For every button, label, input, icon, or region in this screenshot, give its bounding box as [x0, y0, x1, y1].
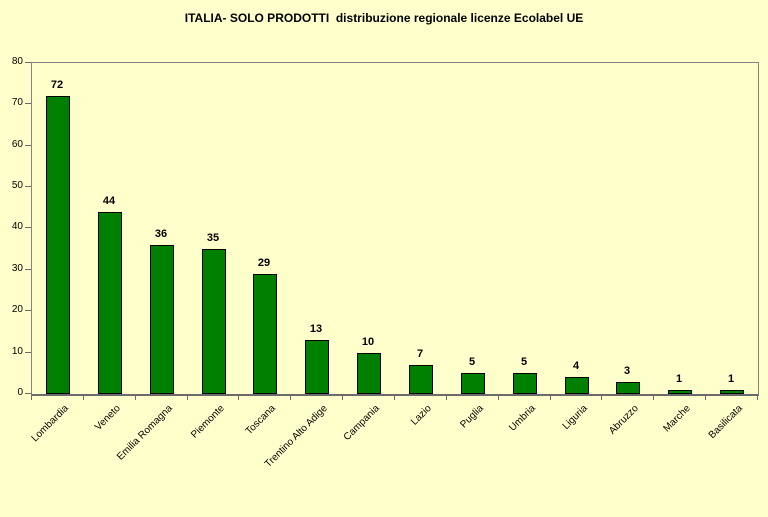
- x-axis-tick: [342, 395, 343, 400]
- x-axis-label: Veneto: [92, 403, 123, 433]
- y-axis-tick-label: 10: [11, 346, 23, 357]
- bar-value-label: 7: [416, 348, 424, 360]
- bar-puglia: [461, 373, 485, 394]
- bar-marche: [668, 390, 692, 394]
- x-axis-tick: [135, 395, 136, 400]
- x-axis-tick: [446, 395, 447, 400]
- bar-value-label: 13: [309, 323, 323, 335]
- y-axis-tick-label: 60: [11, 139, 23, 150]
- x-axis-label: Marche: [661, 403, 693, 435]
- x-axis-tick: [550, 395, 551, 400]
- bar-emilia-romagna: [150, 245, 174, 394]
- bar-lombardia: [46, 96, 70, 394]
- y-axis-tick: [25, 186, 31, 187]
- bar-value-label: 3: [623, 365, 631, 377]
- y-axis-tick: [25, 145, 31, 146]
- x-axis-tick: [31, 395, 32, 400]
- bar-campania: [357, 353, 381, 394]
- plot-area: [31, 62, 759, 396]
- x-axis-tick: [757, 395, 758, 400]
- y-axis-tick-label: 70: [11, 97, 23, 108]
- x-axis-tick: [394, 395, 395, 400]
- y-axis-tick: [25, 310, 31, 311]
- bar-toscana: [253, 274, 277, 394]
- bar-abruzzo: [616, 382, 640, 394]
- bar-value-label: 5: [520, 356, 528, 368]
- x-axis-label: Lazio: [409, 403, 434, 428]
- x-axis-label: Basilicata: [706, 403, 745, 442]
- bar-umbria: [513, 373, 537, 394]
- y-axis-tick: [25, 393, 31, 394]
- y-axis-tick-label: 20: [11, 304, 23, 315]
- x-axis-label: Umbria: [507, 403, 538, 434]
- x-axis-tick: [187, 395, 188, 400]
- x-axis-label: Puglia: [458, 403, 486, 431]
- x-axis-tick: [290, 395, 291, 400]
- y-axis-tick: [25, 352, 31, 353]
- x-axis-label: Campania: [341, 403, 382, 444]
- bar-veneto: [98, 212, 122, 394]
- x-axis-tick: [705, 395, 706, 400]
- x-axis-label: Abruzzo: [607, 403, 641, 437]
- bar-basilicata: [720, 390, 744, 394]
- bar-value-label: 29: [257, 257, 271, 269]
- y-axis-tick-label: 0: [17, 387, 23, 398]
- y-axis-tick: [25, 269, 31, 270]
- x-axis-tick: [238, 395, 239, 400]
- x-axis-label: Toscana: [243, 403, 278, 438]
- x-axis-label: Emilia Romagna: [115, 403, 175, 463]
- bar-value-label: 10: [361, 336, 375, 348]
- bar-value-label: 5: [468, 356, 476, 368]
- x-axis-label: Piemonte: [189, 403, 227, 441]
- bar-liguria: [565, 377, 589, 394]
- bar-piemonte: [202, 249, 226, 394]
- bar-value-label: 1: [727, 373, 735, 385]
- bar-value-label: 4: [572, 360, 580, 372]
- bar-value-label: 1: [675, 373, 683, 385]
- bar-value-label: 36: [154, 228, 168, 240]
- x-axis-tick: [653, 395, 654, 400]
- x-axis-tick: [601, 395, 602, 400]
- x-axis-label: Liguria: [560, 403, 590, 433]
- bar-value-label: 72: [50, 79, 64, 91]
- y-axis-tick: [25, 103, 31, 104]
- y-axis-tick: [25, 62, 31, 63]
- bar-lazio: [409, 365, 433, 394]
- bar-trentino-alto-adige: [305, 340, 329, 394]
- y-axis-tick-label: 40: [11, 221, 23, 232]
- y-axis-tick-label: 30: [11, 263, 23, 274]
- bar-value-label: 44: [102, 195, 116, 207]
- x-axis-tick: [83, 395, 84, 400]
- x-axis-label: Trentino Alto Adige: [262, 403, 330, 470]
- chart-title: ITALIA- SOLO PRODOTTI distribuzione regi…: [184, 11, 584, 25]
- y-axis-tick-label: 50: [11, 180, 23, 191]
- y-axis-tick-label: 80: [11, 56, 23, 67]
- x-axis-tick: [498, 395, 499, 400]
- bar-value-label: 35: [206, 232, 220, 244]
- y-axis-tick: [25, 227, 31, 228]
- bar-chart: ITALIA- SOLO PRODOTTI distribuzione regi…: [11, 11, 759, 470]
